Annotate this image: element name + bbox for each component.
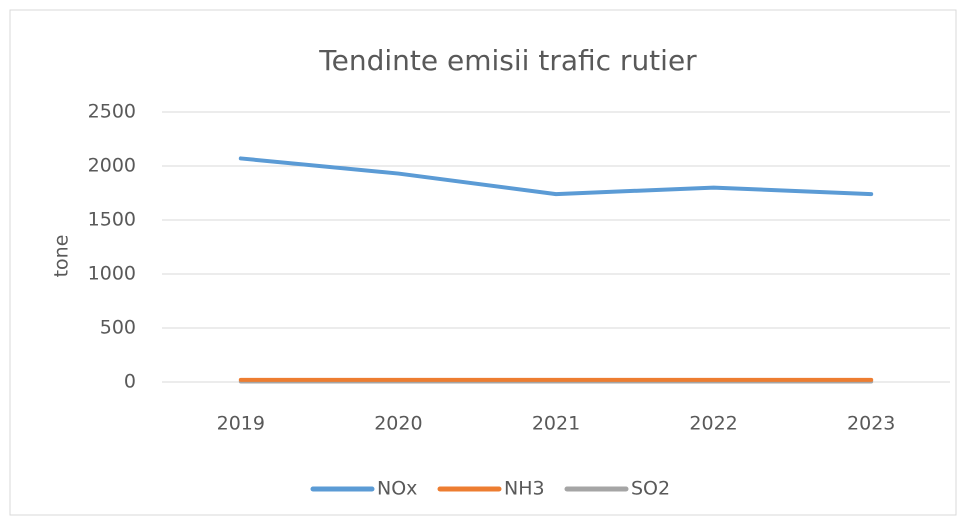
y-tick-label: 1500: [88, 209, 136, 231]
y-tick-label: 2500: [88, 101, 136, 123]
legend-label: NOx: [377, 478, 417, 500]
y-axis-label: tone: [51, 235, 73, 278]
y-tick-label: 0: [124, 371, 136, 393]
x-tick-label: 2019: [217, 413, 265, 435]
legend-label: SO2: [631, 478, 670, 500]
x-tick-label: 2021: [532, 413, 580, 435]
chart-title: Tendinte emisii trafic rutier: [318, 44, 697, 77]
y-tick-label: 1000: [88, 263, 136, 285]
chart-border: [9, 9, 957, 516]
x-tick-label: 2022: [689, 413, 737, 435]
series-line: [238, 156, 874, 197]
legend-label: NH3: [504, 478, 545, 500]
y-tick-label: 500: [100, 317, 136, 339]
y-tick-label: 2000: [88, 155, 136, 177]
x-tick-label: 2020: [374, 413, 422, 435]
x-tick-label: 2023: [847, 413, 895, 435]
